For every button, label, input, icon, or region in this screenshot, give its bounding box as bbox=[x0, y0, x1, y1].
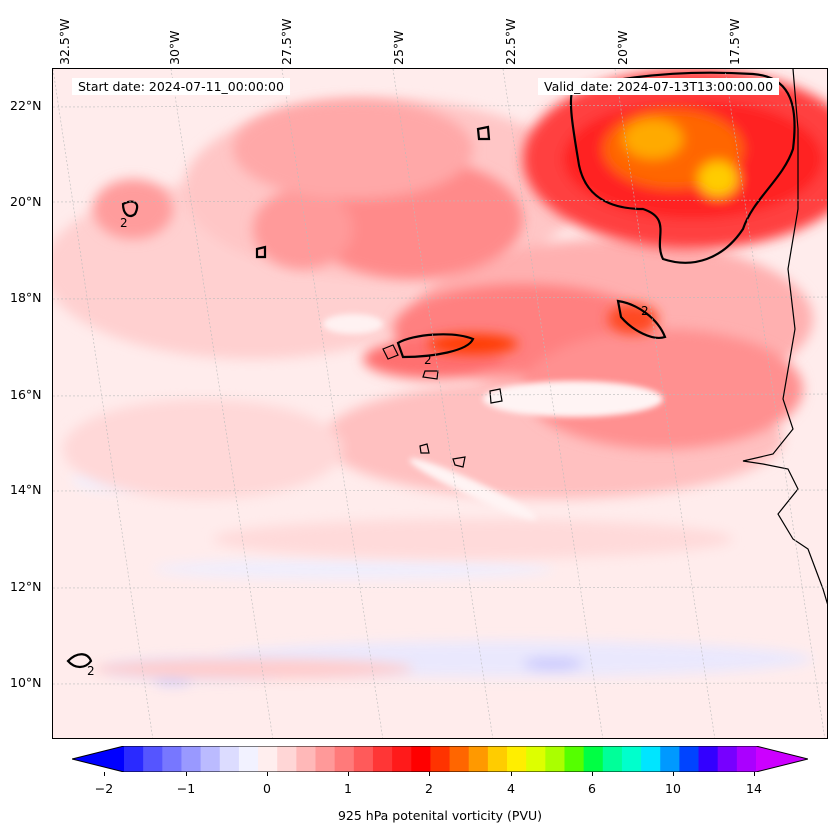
colorbar-tick-label: 10 bbox=[665, 781, 681, 796]
colorbar-segment bbox=[621, 746, 642, 772]
colorbar-tick-mark bbox=[511, 772, 512, 776]
colorbar-segment bbox=[430, 746, 451, 772]
colorbar-tick-mark bbox=[348, 772, 349, 776]
colorbar-segment bbox=[507, 746, 527, 772]
latitude-label: 18°N bbox=[10, 290, 42, 305]
colorbar-extend-max bbox=[756, 746, 808, 772]
colorbar-segment bbox=[449, 746, 470, 772]
colorbar-segment bbox=[315, 746, 336, 772]
longitude-label: 25°W bbox=[391, 30, 406, 65]
colorbar-tick-mark bbox=[429, 772, 430, 776]
colorbar-segment bbox=[583, 746, 604, 772]
colorbar-title: 925 hPa potenital vorticity (PVU) bbox=[337, 808, 543, 823]
colorbar-tick-label: 14 bbox=[746, 781, 762, 796]
colorbar-segment bbox=[660, 746, 680, 772]
colorbar-tick-mark bbox=[673, 772, 674, 776]
colorbar-segment bbox=[258, 746, 278, 772]
latitude-label: 22°N bbox=[10, 98, 42, 113]
colorbar-tick-label: 6 bbox=[588, 781, 596, 796]
latitude-label: 20°N bbox=[10, 194, 42, 209]
longitude-label: 20°W bbox=[615, 30, 630, 65]
start-date: Start date: 2024-07-11_00:00:00 bbox=[72, 78, 290, 95]
latitude-label: 16°N bbox=[10, 387, 42, 402]
latitude-label: 10°N bbox=[10, 675, 42, 690]
colorbar-extend-min bbox=[72, 746, 124, 772]
colorbar-segment bbox=[564, 746, 585, 772]
latitude-label: 14°N bbox=[10, 482, 42, 497]
colorbar-segment bbox=[736, 746, 757, 772]
colorbar-tick-label: 1 bbox=[344, 781, 352, 796]
contour-label: 2 bbox=[641, 304, 649, 318]
colorbar-segment bbox=[372, 746, 393, 772]
pv-field: 2 2 2 2 bbox=[53, 69, 827, 738]
colorbar-segment bbox=[200, 746, 221, 772]
contour-label: 2 bbox=[424, 353, 432, 367]
colorbar-segment bbox=[698, 746, 719, 772]
longitude-label: 32.5°W bbox=[57, 18, 72, 65]
colorbar-segment bbox=[411, 746, 431, 772]
colorbar-tick-mark bbox=[104, 772, 105, 776]
longitude-label: 22.5°W bbox=[503, 18, 518, 65]
colorbar-segment bbox=[238, 746, 259, 772]
colorbar-segment bbox=[277, 746, 297, 772]
colorbar-tick-label: 4 bbox=[507, 781, 515, 796]
colorbar-segment bbox=[641, 746, 661, 772]
longitude-label: 17.5°W bbox=[727, 18, 742, 65]
colorbar-segment bbox=[392, 746, 412, 772]
colorbar-segment bbox=[143, 746, 163, 772]
colorbar-tick-mark bbox=[592, 772, 593, 776]
valid-date: Valid_date: 2024-07-13T13:00:00.00 bbox=[538, 78, 780, 95]
colorbar-segment bbox=[487, 746, 508, 772]
colorbar-tick-label: 2 bbox=[425, 781, 433, 796]
colorbar-tick-label: −2 bbox=[94, 781, 114, 796]
colorbar-segment bbox=[219, 746, 240, 772]
colorbar-segment bbox=[545, 746, 565, 772]
contour-label: 2 bbox=[120, 216, 128, 230]
longitude-label: 27.5°W bbox=[279, 18, 294, 65]
map-plot-area: 2 2 2 2 bbox=[52, 68, 828, 739]
colorbar-segment bbox=[602, 746, 623, 772]
colorbar-segment bbox=[468, 746, 489, 772]
colorbar-segment bbox=[717, 746, 738, 772]
latitude-label: 12°N bbox=[10, 579, 42, 594]
contour-label: 2 bbox=[87, 664, 95, 678]
colorbar-segment bbox=[181, 746, 202, 772]
colorbar-segment bbox=[162, 746, 182, 772]
colorbar-tick-label: −1 bbox=[176, 781, 196, 796]
colorbar-segment bbox=[526, 746, 546, 772]
colorbar-tick-mark bbox=[754, 772, 755, 776]
colorbar-tick-mark bbox=[267, 772, 268, 776]
colorbar-segment bbox=[296, 746, 317, 772]
colorbar-segment bbox=[334, 746, 355, 772]
colorbar-tick-mark bbox=[186, 772, 187, 776]
colorbar-segment bbox=[679, 746, 700, 772]
colorbar-segment bbox=[124, 746, 144, 772]
colorbar-tick-label: 0 bbox=[263, 781, 271, 796]
longitude-label: 30°W bbox=[167, 30, 182, 65]
colorbar bbox=[72, 746, 808, 772]
colorbar-segment bbox=[353, 746, 374, 772]
